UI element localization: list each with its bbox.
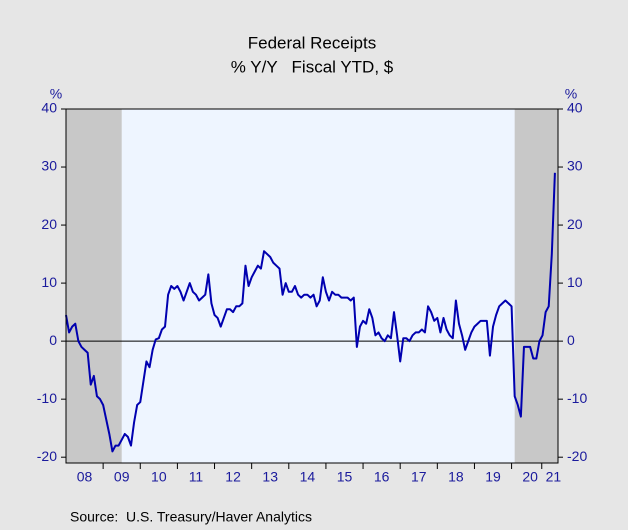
- y-tick-label: 0: [49, 332, 57, 348]
- y-tick-label: -10: [37, 390, 57, 406]
- data-line: [65, 172, 556, 453]
- x-tick-label: 19: [485, 469, 501, 485]
- x-tick-label: 21: [546, 469, 562, 485]
- x-tick-label: 08: [77, 469, 93, 485]
- x-tick-label: 18: [448, 469, 464, 485]
- y2-tick-label: 0: [567, 332, 575, 348]
- y-tick-label: 20: [41, 216, 57, 232]
- y2-tick-label: 10: [567, 274, 583, 290]
- x-tick-label: 15: [337, 469, 353, 485]
- plot-area: [66, 109, 558, 463]
- x-tick-label: 09: [114, 469, 130, 485]
- y-tick-label: -20: [37, 448, 57, 464]
- y2-tick-label: 40: [567, 100, 583, 116]
- chart-title: Federal Receipts: [248, 33, 377, 52]
- y-tick-label: 40: [41, 100, 57, 116]
- x-tick-label: 13: [262, 469, 278, 485]
- x-tick-label: 10: [151, 469, 167, 485]
- y2-axis-label: %: [565, 86, 577, 102]
- x-tick-label: 16: [374, 469, 390, 485]
- x-tick-label: 17: [411, 469, 427, 485]
- source-note: Source: U.S. Treasury/Haver Analytics: [70, 509, 312, 525]
- y2-tick-label: 20: [567, 216, 583, 232]
- x-tick-label: 14: [300, 469, 316, 485]
- y-tick-label: 10: [41, 274, 57, 290]
- x-tick-label: 11: [189, 469, 204, 485]
- recession-shading: [66, 109, 122, 463]
- y-tick-label: 30: [41, 158, 57, 174]
- y2-tick-label: -10: [567, 390, 587, 406]
- x-tick-label: 20: [522, 469, 538, 485]
- y2-tick-label: 30: [567, 158, 583, 174]
- y-axis-label: %: [50, 86, 62, 102]
- plot-frame: [65, 108, 559, 464]
- chart-subtitle: % Y/Y Fiscal YTD, $: [231, 57, 394, 76]
- x-tick-label: 12: [225, 469, 241, 485]
- y2-tick-label: -20: [567, 448, 587, 464]
